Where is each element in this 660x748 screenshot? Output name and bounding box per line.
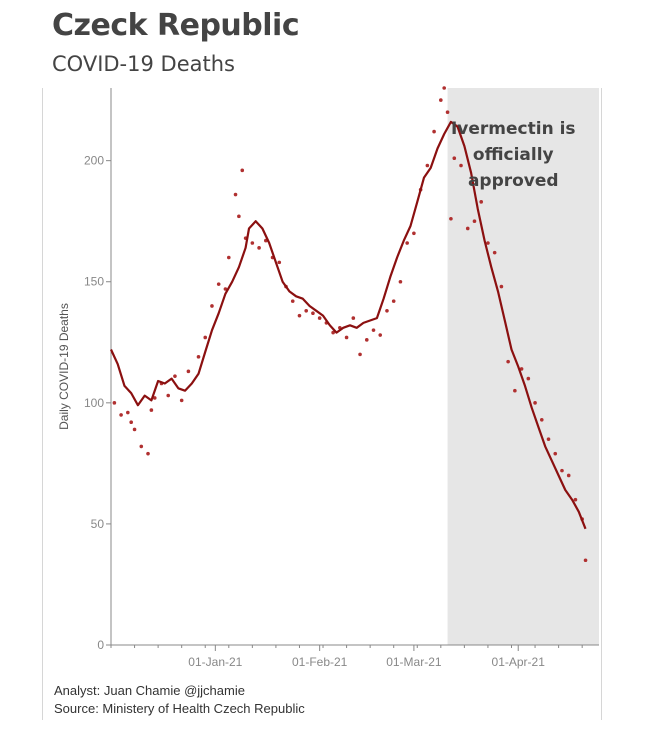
frame-left-border bbox=[42, 88, 43, 720]
daily-death-point bbox=[391, 299, 396, 303]
daily-death-point bbox=[526, 376, 531, 381]
daily-death-point bbox=[506, 359, 510, 364]
daily-death-point bbox=[186, 369, 191, 374]
moving-average-line bbox=[110, 120, 587, 530]
y-tick-label: 100 bbox=[84, 396, 104, 410]
daily-death-point bbox=[179, 398, 184, 403]
daily-death-point bbox=[513, 388, 517, 393]
daily-death-point bbox=[486, 241, 490, 245]
daily-death-point bbox=[126, 410, 130, 415]
daily-death-point bbox=[378, 333, 383, 337]
daily-death-point bbox=[233, 192, 238, 197]
daily-death-point bbox=[304, 309, 309, 313]
y-tick-label: 200 bbox=[84, 154, 104, 168]
annotation-text-line: Ivermectin is bbox=[451, 119, 576, 139]
source-credit: Source: Ministery of Health Czech Republ… bbox=[54, 701, 305, 716]
daily-death-point bbox=[146, 451, 150, 456]
daily-death-point bbox=[371, 328, 376, 332]
daily-death-point bbox=[405, 241, 409, 245]
daily-death-point bbox=[132, 427, 137, 432]
x-tick-label: 01-Apr-21 bbox=[492, 655, 546, 669]
daily-death-point bbox=[139, 444, 144, 449]
daily-death-point bbox=[439, 98, 443, 102]
daily-death-point bbox=[533, 401, 537, 405]
x-tick-label: 01-Mar-21 bbox=[386, 655, 442, 669]
daily-death-point bbox=[311, 311, 315, 316]
daily-death-point bbox=[257, 246, 261, 250]
daily-death-point bbox=[560, 468, 564, 473]
y-tick-label: 150 bbox=[84, 275, 104, 289]
daily-death-point bbox=[583, 558, 588, 563]
daily-death-point bbox=[546, 437, 551, 441]
daily-death-point bbox=[358, 352, 362, 357]
daily-death-point bbox=[452, 156, 457, 161]
daily-death-point bbox=[119, 413, 123, 417]
page-title: Czeck Republic bbox=[52, 8, 300, 43]
daily-death-point bbox=[344, 335, 349, 340]
daily-death-point bbox=[317, 316, 322, 320]
daily-death-point bbox=[432, 129, 436, 134]
daily-death-point bbox=[112, 401, 117, 405]
daily-death-point bbox=[237, 214, 241, 219]
daily-death-point bbox=[499, 284, 504, 289]
daily-death-point bbox=[553, 451, 558, 456]
daily-death-point bbox=[290, 299, 295, 303]
daily-death-point bbox=[364, 338, 369, 342]
y-axis-label: Daily COVID-19 Deaths bbox=[57, 303, 71, 430]
daily-death-point bbox=[398, 279, 403, 284]
daily-death-point bbox=[425, 163, 430, 168]
daily-death-point bbox=[472, 219, 477, 223]
daily-death-point bbox=[297, 313, 302, 318]
daily-death-point bbox=[203, 335, 208, 340]
daily-death-point bbox=[449, 216, 453, 221]
daily-death-point bbox=[539, 417, 544, 422]
daily-death-point bbox=[566, 473, 571, 478]
daily-death-point bbox=[277, 260, 282, 265]
daily-death-point bbox=[519, 367, 524, 371]
daily-death-point bbox=[196, 355, 201, 359]
daily-death-point bbox=[166, 393, 171, 398]
annotation-text-line: approved bbox=[468, 171, 559, 191]
daily-death-point bbox=[492, 250, 497, 255]
daily-death-point bbox=[573, 497, 578, 502]
daily-death-point bbox=[152, 396, 157, 400]
daily-death-point bbox=[331, 330, 335, 335]
daily-death-point bbox=[216, 282, 221, 286]
daily-death-point bbox=[129, 420, 133, 425]
analyst-credit: Analyst: Juan Chamie @jjchamie bbox=[54, 683, 245, 698]
page-subtitle: COVID-19 Deaths bbox=[52, 52, 235, 76]
daily-death-point bbox=[173, 374, 177, 378]
y-tick-label: 50 bbox=[91, 517, 105, 531]
daily-death-point bbox=[465, 226, 470, 231]
daily-death-point bbox=[240, 168, 245, 173]
daily-death-point bbox=[479, 200, 484, 204]
daily-death-point bbox=[459, 163, 463, 168]
daily-death-point bbox=[385, 309, 389, 313]
daily-death-point bbox=[226, 255, 231, 260]
annotation-text-line: officially bbox=[473, 145, 554, 165]
daily-death-point bbox=[442, 86, 446, 90]
x-tick-label: 01-Jan-21 bbox=[188, 655, 242, 669]
x-tick-label: 01-Feb-21 bbox=[292, 655, 348, 669]
daily-death-point bbox=[412, 231, 416, 236]
y-tick-label: 0 bbox=[97, 638, 104, 652]
frame-right-border bbox=[601, 88, 602, 720]
daily-death-point bbox=[445, 110, 450, 115]
daily-death-point bbox=[250, 241, 255, 245]
daily-death-point bbox=[149, 408, 154, 412]
daily-death-point bbox=[210, 304, 214, 308]
daily-death-point bbox=[351, 316, 356, 320]
